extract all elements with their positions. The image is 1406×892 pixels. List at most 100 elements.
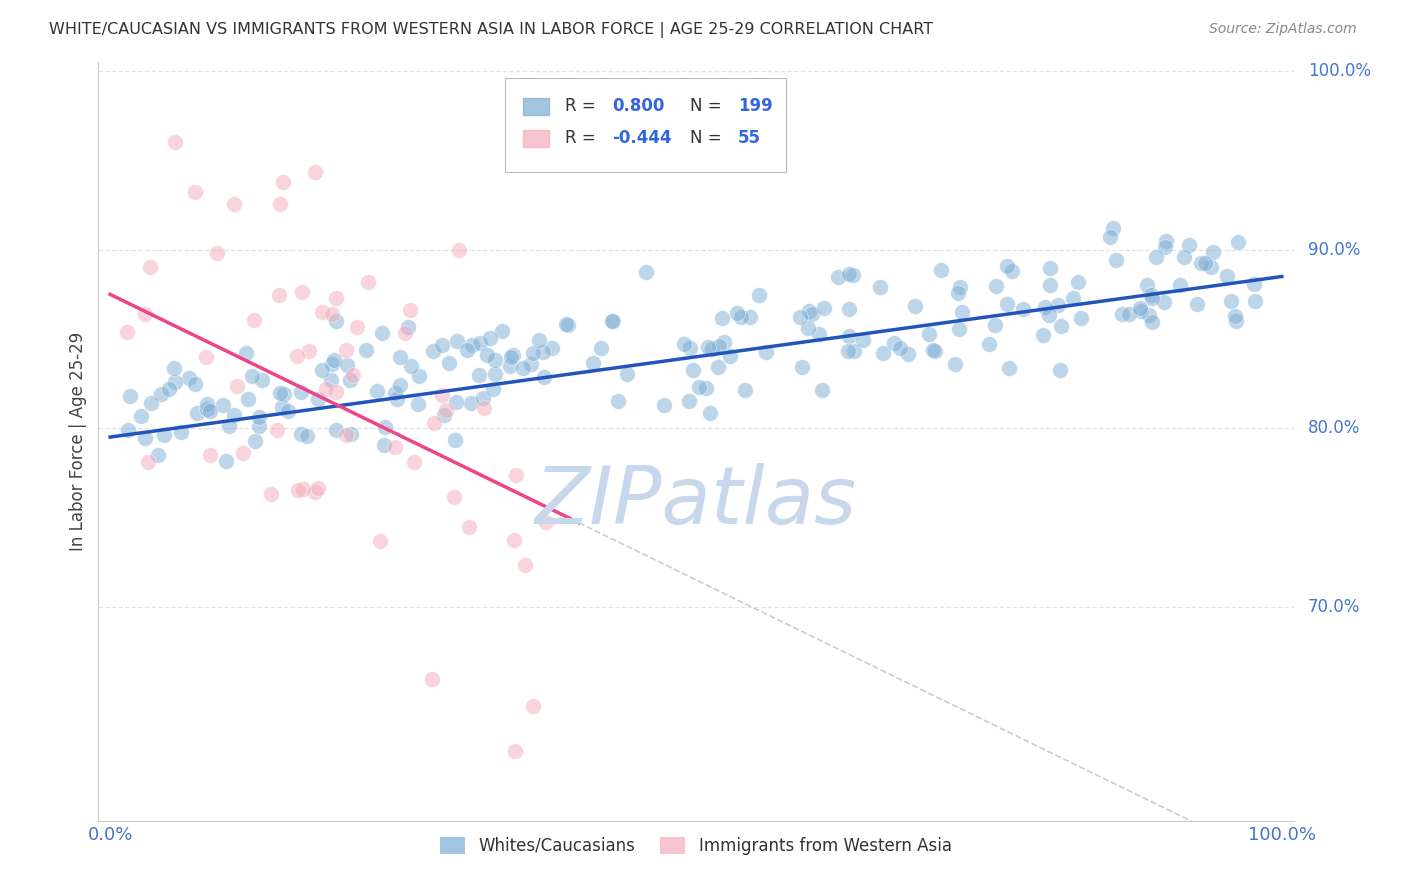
Point [150,387,173,401]
Point [1102,220,1125,235]
Point [984,318,1007,332]
Point [399,302,422,317]
Point [165,375,187,389]
Point [342,368,364,383]
Point [356,275,378,289]
Point [456,343,478,358]
Point [1137,308,1160,322]
Point [134,307,156,321]
Point [366,384,388,399]
Point [472,401,495,415]
Point [340,427,363,442]
Point [997,361,1019,376]
Point [129,409,152,424]
Point [945,357,967,371]
Point [434,402,457,417]
Point [446,334,468,349]
Text: Source: ZipAtlas.com: Source: ZipAtlas.com [1209,22,1357,37]
Point [706,359,728,374]
Point [292,482,315,496]
Point [1136,277,1159,292]
Point [136,455,159,469]
Point [1153,240,1175,254]
Point [304,484,326,499]
Point [368,534,391,549]
Point [1049,362,1071,376]
Point [695,381,717,395]
Point [447,243,470,257]
Point [1139,287,1161,301]
Point [394,326,416,340]
Point [600,314,623,328]
Point [838,267,860,281]
Point [1099,229,1122,244]
Point [502,348,524,362]
Point [1047,298,1070,312]
Point [842,343,865,358]
Point [541,342,564,356]
Point [420,672,443,686]
Point [325,291,347,305]
Point [1201,260,1223,274]
Point [555,317,578,331]
Point [1202,244,1225,259]
Point [1189,256,1212,270]
Point [373,438,395,452]
Point [1118,307,1140,321]
Point [591,341,613,355]
Point [1153,295,1175,310]
Point [240,369,263,384]
Point [672,336,695,351]
Point [789,310,811,325]
Text: 55: 55 [738,129,761,147]
Point [170,425,193,439]
Point [437,355,460,369]
Point [273,387,295,401]
Point [557,318,579,332]
Point [446,395,468,409]
Point [837,344,859,359]
Point [468,336,491,351]
Point [522,698,544,713]
Text: 0.800: 0.800 [613,97,665,115]
Point [1070,311,1092,326]
Point [198,448,221,462]
Point [1243,277,1265,291]
Point [433,409,456,423]
Point [458,520,481,534]
Point [950,305,973,319]
Point [946,286,969,301]
Point [896,346,918,360]
Point [146,448,169,462]
Point [841,268,863,283]
Point [1223,309,1246,323]
Point [443,433,465,447]
Point [371,326,394,341]
Legend: Whites/Caucasians, Immigrants from Western Asia: Whites/Caucasians, Immigrants from Weste… [433,830,959,862]
Point [212,399,235,413]
Point [713,335,735,350]
Point [679,341,702,355]
Text: -0.444: -0.444 [613,129,672,147]
Point [799,304,821,318]
Point [238,392,260,407]
Point [311,304,333,318]
Point [243,313,266,327]
Point [287,483,309,497]
Point [515,558,537,572]
Point [177,371,200,385]
Point [443,490,465,504]
Text: N =: N = [690,97,727,115]
Point [235,346,257,360]
Point [929,263,952,277]
Point [249,409,271,424]
Point [869,280,891,294]
Point [948,322,970,336]
Y-axis label: In Labor Force | Age 25-29: In Labor Force | Age 25-29 [69,332,87,551]
Point [707,339,730,353]
Point [423,416,446,430]
Point [838,301,860,316]
Point [321,307,343,321]
Point [232,446,254,460]
FancyBboxPatch shape [505,78,786,172]
